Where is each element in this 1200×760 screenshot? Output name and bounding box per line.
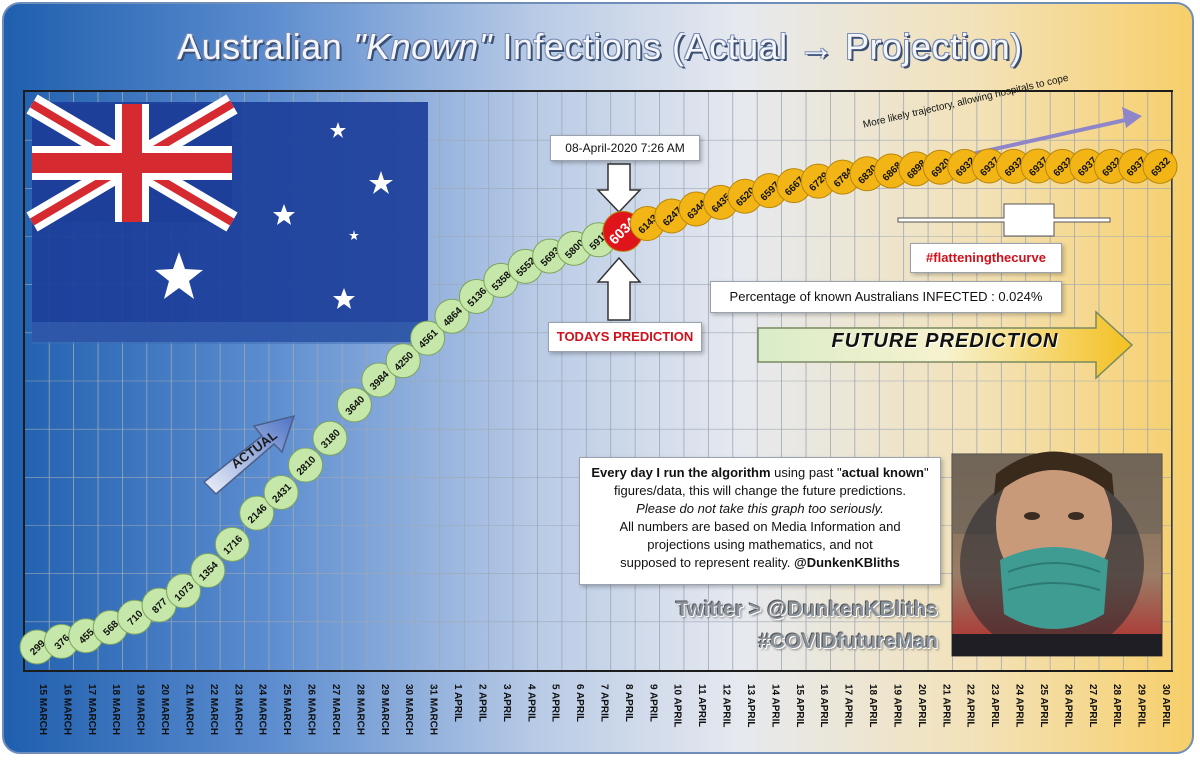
covid-hashtag: #COVIDfutureMan: [758, 630, 938, 653]
percentage-infected: Percentage of known Australians INFECTED…: [710, 281, 1062, 313]
actual-point: 4561: [410, 320, 446, 356]
actual-arrow: [202, 414, 296, 496]
x-tick-label: 13 APRIL: [745, 684, 756, 728]
projection-point: 6937: [1069, 148, 1105, 184]
x-tick-label: 18 APRIL: [867, 684, 878, 728]
chart-canvas: 299 376 455 5687108771073135417162146243128…: [19, 90, 1178, 735]
x-tick-label: 15 APRIL: [794, 684, 805, 728]
data-bubbles: 299 376 455 5687108771073135417162146243128…: [19, 148, 1178, 665]
x-tick-label: 17 APRIL: [843, 684, 854, 728]
x-tick-label: 30 MARCH: [403, 684, 414, 735]
twitter-handle: Twitter > @DunkenKBliths: [675, 598, 938, 621]
x-tick-label: 2 APRIL: [476, 684, 487, 722]
x-tick-label: 27 APRIL: [1087, 684, 1098, 728]
x-tick-label: 11 APRIL: [696, 684, 707, 727]
x-tick-label: 19 APRIL: [891, 684, 902, 728]
x-tick-label: 24 MARCH: [257, 684, 268, 735]
x-tick-label: 29 MARCH: [379, 684, 390, 735]
projection-point: 6937: [971, 148, 1007, 184]
x-tick-label: 22 MARCH: [208, 684, 219, 735]
actual-point: 4250: [385, 343, 421, 379]
x-tick-label: 26 APRIL: [1062, 684, 1073, 728]
x-tick-labels: 15 MARCH 16 MARCH 17 MARCH 18 MARCH 19 MARCH…: [37, 684, 1171, 735]
x-tick-label: 25 APRIL: [1038, 684, 1049, 728]
x-tick-label: 15 MARCH: [37, 684, 48, 735]
todays-prediction-label: TODAYS PREDICTION: [548, 322, 702, 352]
x-tick-label: 20 MARCH: [159, 684, 170, 735]
future-prediction-arrow: [757, 310, 1134, 380]
x-tick-label: 20 APRIL: [916, 684, 927, 728]
x-tick-label: 23 MARCH: [232, 684, 243, 735]
x-tick-label: 22 APRIL: [965, 684, 976, 728]
x-tick-label: 31 MARCH: [428, 684, 439, 735]
x-tick-label: 23 APRIL: [989, 684, 1000, 728]
projection-point: 6932: [1093, 148, 1129, 184]
x-tick-label: 24 APRIL: [1014, 684, 1025, 728]
x-tick-label: 3 APRIL: [501, 684, 512, 722]
x-tick-label: 29 APRIL: [1136, 684, 1147, 728]
masked-man-photo-icon: [951, 451, 1163, 657]
actual-point: 4864: [434, 298, 470, 334]
x-tick-label: 18 MARCH: [110, 684, 121, 735]
x-tick-label: 12 APRIL: [721, 684, 732, 728]
disclaimer-box: Every day I run the algorithm using past…: [579, 457, 941, 585]
actual-point: 5136: [458, 279, 494, 315]
x-tick-label: 21 APRIL: [940, 684, 951, 728]
flattening-hashtag: #flatteningthecurve: [910, 243, 1062, 273]
x-tick-label: 4 APRIL: [525, 684, 536, 722]
x-tick-label: 1 APRIL: [452, 684, 463, 722]
x-tick-label: 14 APRIL: [769, 684, 780, 728]
chart-title: Australian "Known" Infections (Actual → …: [177, 26, 1023, 67]
x-tick-label: 5 APRIL: [550, 684, 561, 722]
x-tick-label: 16 MARCH: [61, 684, 72, 735]
projection-point: 6932: [1142, 148, 1178, 184]
actual-point: 3640: [336, 387, 372, 423]
x-tick-label: 19 MARCH: [135, 684, 146, 735]
actual-point: 1073: [165, 573, 201, 609]
actual-point: 3180: [312, 420, 348, 456]
x-tick-label: 16 APRIL: [818, 684, 829, 728]
projection-point: 6937: [1118, 148, 1154, 184]
x-tick-label: 9 APRIL: [647, 684, 658, 722]
actual-point: 2431: [263, 475, 299, 511]
future-prediction-label: FUTURE PREDICTION: [831, 330, 1059, 352]
projection-point: 6932: [947, 148, 983, 184]
actual-point: 1354: [190, 553, 226, 589]
today-arrows: [596, 163, 642, 321]
x-tick-label: 25 MARCH: [281, 684, 292, 735]
x-tick-label: 7 APRIL: [599, 684, 610, 722]
x-tick-label: 30 APRIL: [1160, 684, 1171, 728]
today-point: 6034: [602, 210, 644, 252]
flattening-arrow: [897, 203, 1111, 237]
actual-point: 1716: [214, 526, 250, 562]
projection-point: 6868: [873, 153, 909, 189]
x-tick-label: 28 APRIL: [1111, 684, 1122, 728]
australian-flag-icon: [26, 94, 428, 344]
projection-point: 6932: [996, 148, 1032, 184]
x-tick-label: 28 MARCH: [354, 684, 365, 735]
actual-point: 3984: [361, 362, 397, 398]
x-tick-label: 8 APRIL: [623, 684, 634, 722]
x-tick-label: 27 MARCH: [330, 684, 341, 735]
x-tick-label: 26 MARCH: [306, 684, 317, 735]
actual-point: 2810: [288, 447, 324, 483]
x-tick-label: 17 MARCH: [86, 684, 97, 735]
x-tick-label: 21 MARCH: [183, 684, 194, 735]
x-tick-label: 6 APRIL: [574, 684, 585, 722]
x-tick-label: 10 APRIL: [672, 684, 683, 728]
actual-point: 2146: [239, 495, 275, 531]
date-stamp: 08-April-2020 7:26 AM: [550, 135, 700, 161]
